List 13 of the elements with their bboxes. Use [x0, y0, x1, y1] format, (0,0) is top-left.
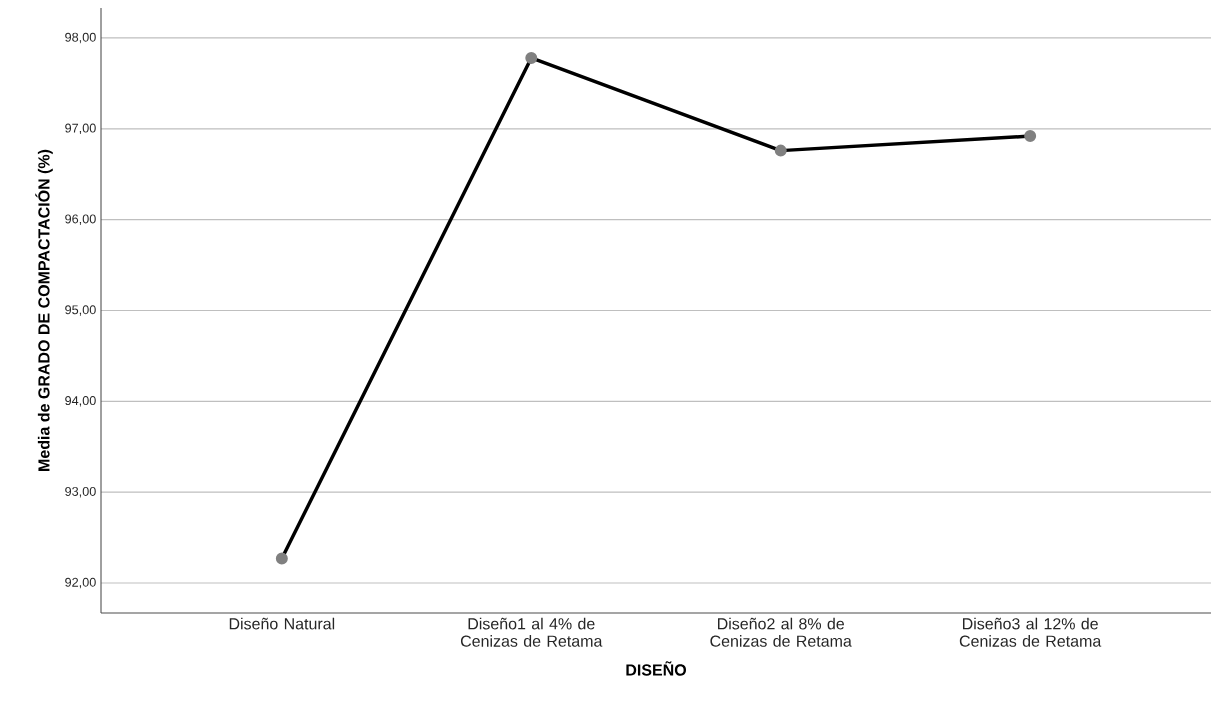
x-tick-label: Diseño1 al 4% de Cenizas de Retama: [460, 617, 603, 647]
x-axis-title: DISEÑO: [626, 661, 686, 676]
x-tick-label: Diseño Natural: [229, 617, 335, 630]
y-tick-label: 98,00: [65, 32, 96, 44]
y-tick-label: 95,00: [65, 305, 96, 316]
x-tick-label: Diseño3 al 12% de Cenizas de Retama: [959, 617, 1102, 647]
y-tick-label: 96,00: [65, 214, 96, 225]
y-axis-title: Media de GRADO DE COMPACTACIÓN (%): [35, 149, 53, 471]
y-tick-label: 92,00: [65, 577, 96, 589]
y-tick-label: 97,00: [65, 123, 96, 135]
x-tick-label: Diseño2 al 8% de Cenizas de Retama: [710, 617, 852, 647]
y-tick-label: 93,00: [65, 486, 96, 498]
y-tick-label: 94,00: [65, 396, 96, 407]
